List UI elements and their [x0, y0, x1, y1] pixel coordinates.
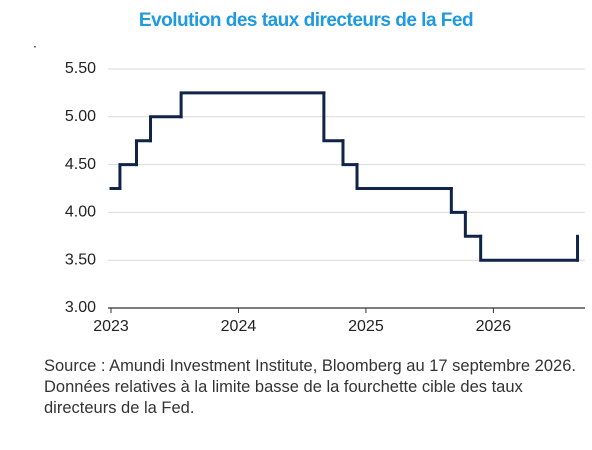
step-line	[355, 163, 453, 190]
chart-title: Evolution des taux directeurs de la Fed	[139, 10, 473, 31]
y-tick-label: 4.50	[65, 156, 96, 173]
step-line	[134, 139, 153, 167]
y-tick-label: 5.00	[65, 108, 96, 125]
annotation: .	[33, 35, 37, 51]
step-line	[118, 163, 138, 190]
y-tick-label: 3.00	[65, 299, 96, 316]
y-tick-label: 3.50	[65, 251, 96, 268]
x-tick-label: 2023	[93, 318, 129, 335]
step-line	[322, 91, 345, 143]
y-tick-label: 4.00	[65, 204, 96, 221]
x-tick-label: 2025	[348, 318, 384, 335]
step-line	[341, 139, 359, 167]
step-line	[479, 234, 580, 262]
x-tick-label: 2024	[221, 318, 257, 335]
y-tick-label: 5.50	[65, 60, 96, 77]
step-line	[179, 91, 326, 119]
step-line	[449, 187, 467, 214]
step-line	[149, 115, 183, 143]
source-note: Source : Amundi Investment Institute, Bl…	[44, 357, 576, 417]
x-tick-label: 2026	[476, 318, 512, 335]
step-line	[463, 210, 483, 238]
